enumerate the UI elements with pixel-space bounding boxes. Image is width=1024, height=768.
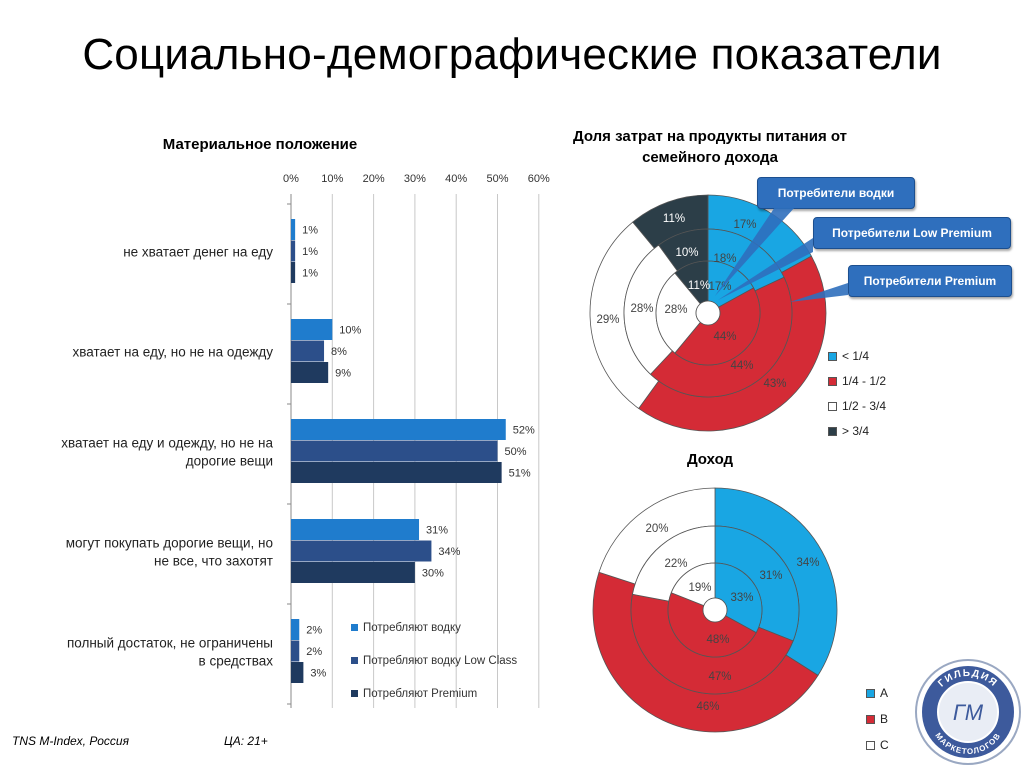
guild-logo: ГИЛЬДИЯ МАРКЕТОЛОГОВ ГМ [914, 658, 1022, 766]
callout-pointer-vodka [715, 207, 795, 296]
logo-monogram: ГМ [953, 700, 984, 725]
footer-audience: ЦА: 21+ [224, 734, 268, 748]
callout-pointer-low-premium [718, 238, 813, 300]
footer-source: TNS M-Index, Россия [12, 734, 129, 748]
callout-pointer-premium [790, 283, 848, 302]
